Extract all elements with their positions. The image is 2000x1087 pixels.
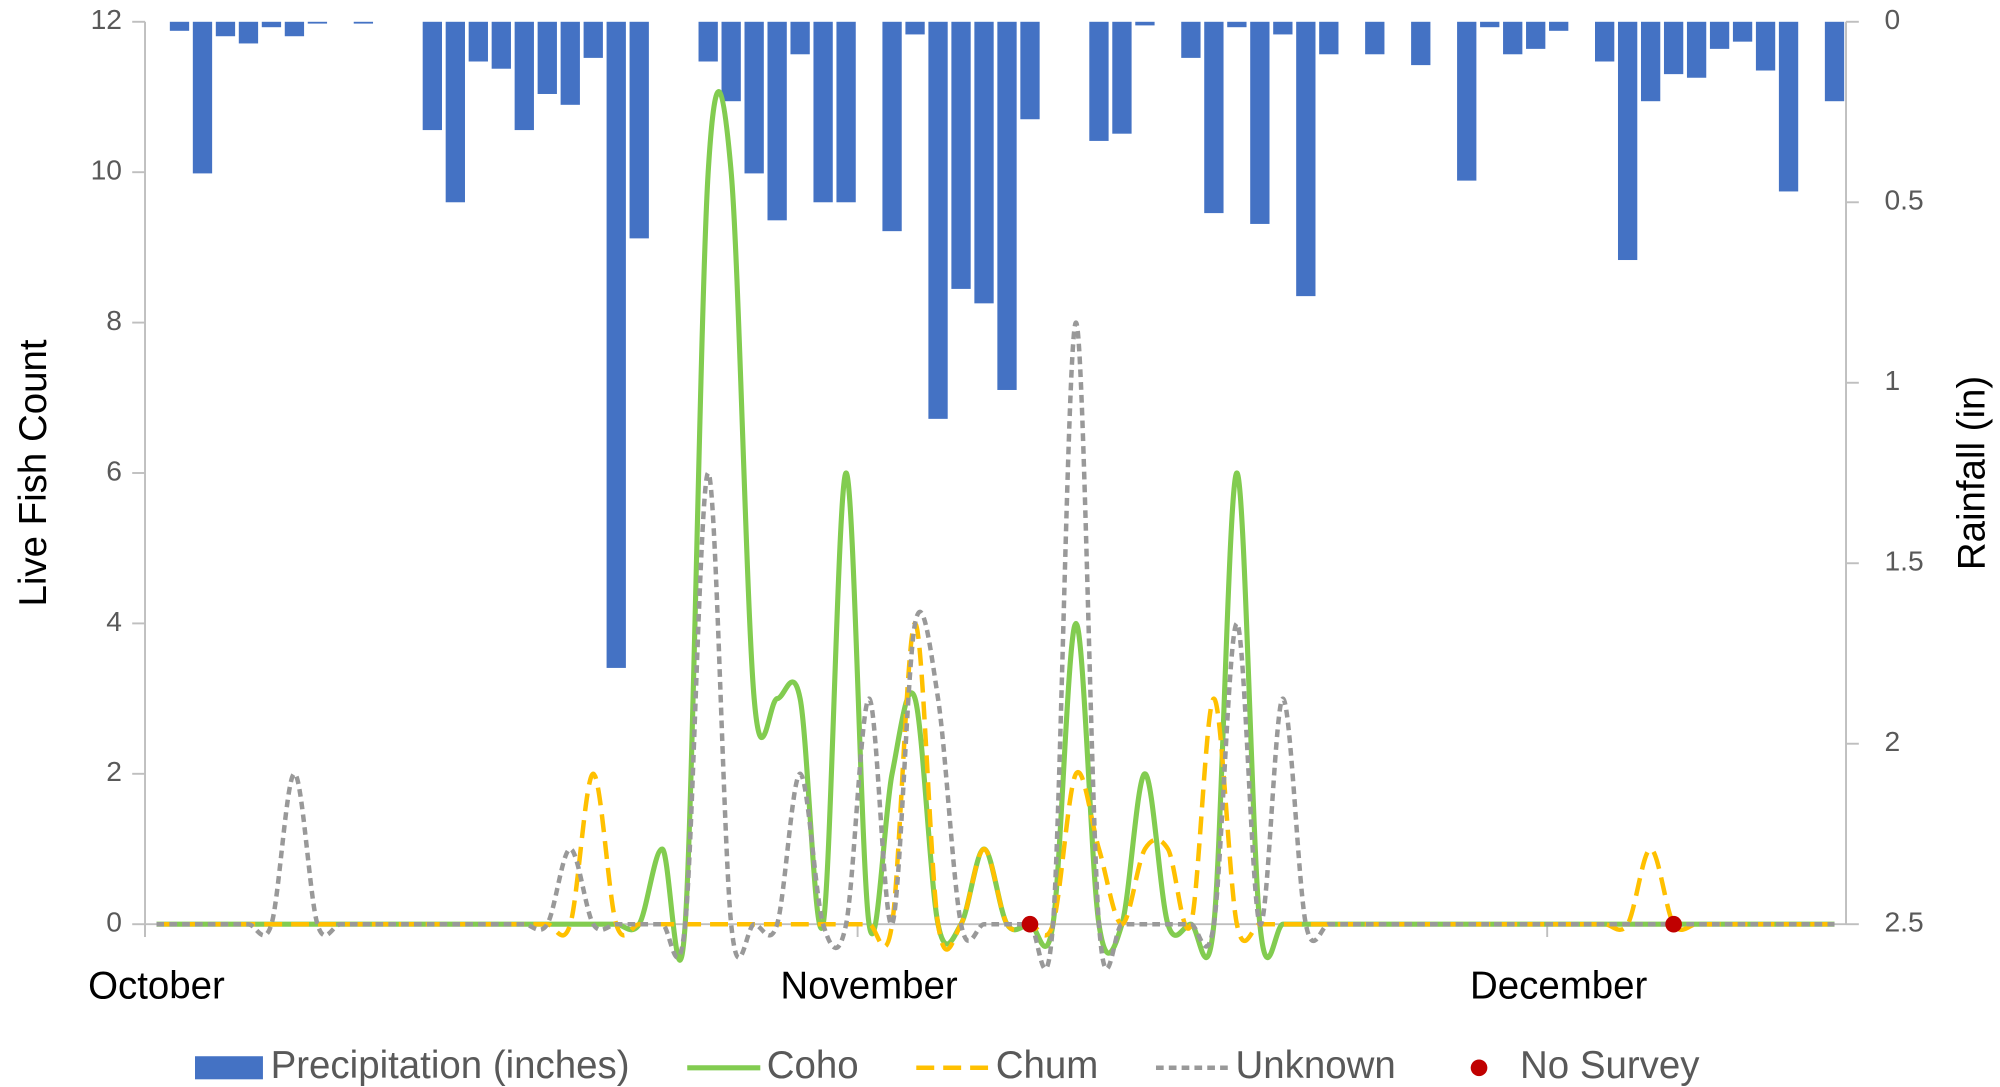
precip-bar [1617,21,1638,261]
y2-tick-label: 1 [1884,364,1900,396]
precip-bar [1020,21,1040,120]
x-tick-label: December [1470,964,1648,1007]
legend-label: Coho [767,1044,859,1087]
precip-bar [215,21,236,37]
y2-tick-label: 0 [1884,3,1900,35]
precip-bar [698,21,718,62]
precip-bar [1640,21,1661,102]
precip-bar [537,21,557,94]
y2-tick-label: 2.5 [1884,906,1923,938]
precip-bar [1089,21,1109,141]
precip-bar [514,21,534,131]
legend-swatch [1470,1059,1488,1077]
precip-bar [1732,21,1753,42]
precip-bar [1549,21,1569,31]
precip-bar [284,21,305,37]
precip-bar [928,21,948,419]
precip-bar [583,21,603,58]
precip-bar [1709,21,1730,49]
series-line [156,89,1835,963]
precip-bar [1411,21,1431,66]
y2-tick-label: 1.5 [1884,545,1923,577]
y2-axis-title: Rainfall (in) [1950,376,1993,570]
precip-bar [1663,21,1684,75]
y2-tick-label: 2 [1884,725,1900,757]
precip-bar [353,21,374,24]
no-survey-point [1665,915,1682,933]
precip-bar [1365,21,1385,55]
precip-bar [1135,21,1155,26]
legend-swatch [195,1056,263,1080]
precip-bar [261,21,282,28]
y-axis-title: Live Fish Count [12,339,55,606]
precip-bar [560,21,580,105]
precip-bar [951,21,971,289]
precip-bar [744,21,764,174]
precip-bar [238,21,259,44]
y-tick-label: 0 [106,906,122,938]
precip-bar [790,21,810,55]
precip-bar [1526,21,1546,49]
precip-bar [767,21,787,221]
legend-label: Chum [996,1044,1099,1087]
precip-bar [445,21,465,203]
precip-bar [813,21,833,203]
y-tick-label: 2 [106,755,122,787]
precip-bar [1250,21,1270,224]
precip-bar [1112,21,1132,134]
y-tick-label: 4 [106,605,122,637]
precip-bar [491,21,511,69]
precip-bar [606,21,626,668]
precip-bar [1824,21,1845,102]
precip-bar [1480,21,1500,28]
precip-bar [307,21,328,24]
precip-bar [169,21,190,31]
precip-bar [1296,21,1316,297]
precip-bar [1227,21,1247,28]
y-tick-label: 6 [106,454,122,486]
legend-label: Precipitation (inches) [271,1044,630,1087]
precip-bar [1595,21,1615,62]
precip-bar [882,21,902,232]
precip-bar [1755,21,1776,71]
precip-bar [422,21,442,131]
precip-bar [1204,21,1224,214]
precip-bar [468,21,488,62]
precip-bar [1319,21,1339,55]
precip-bar [1181,21,1201,58]
legend-label: No Survey [1520,1044,1700,1087]
precip-bar [721,21,741,102]
precip-bar [974,21,994,304]
precip-bar [836,21,856,203]
y-tick-label: 8 [106,304,122,336]
precip-bar [1457,21,1477,181]
x-tick-label: November [780,964,958,1007]
precip-bar [629,21,649,239]
precip-bar [192,21,213,174]
series-line [156,621,1835,952]
y2-tick-label: 0.5 [1884,184,1923,216]
precip-bar [1273,21,1293,35]
x-tick-label: October [88,964,225,1007]
legend-label: Unknown [1235,1044,1395,1087]
precip-bar [997,21,1017,390]
precip-bar [1686,21,1707,78]
precip-bar [1778,21,1799,192]
precip-bar [1503,21,1523,55]
precip-bar [905,21,925,35]
y-tick-label: 12 [91,3,122,35]
y-tick-label: 10 [91,154,122,186]
no-survey-point [1021,915,1039,933]
